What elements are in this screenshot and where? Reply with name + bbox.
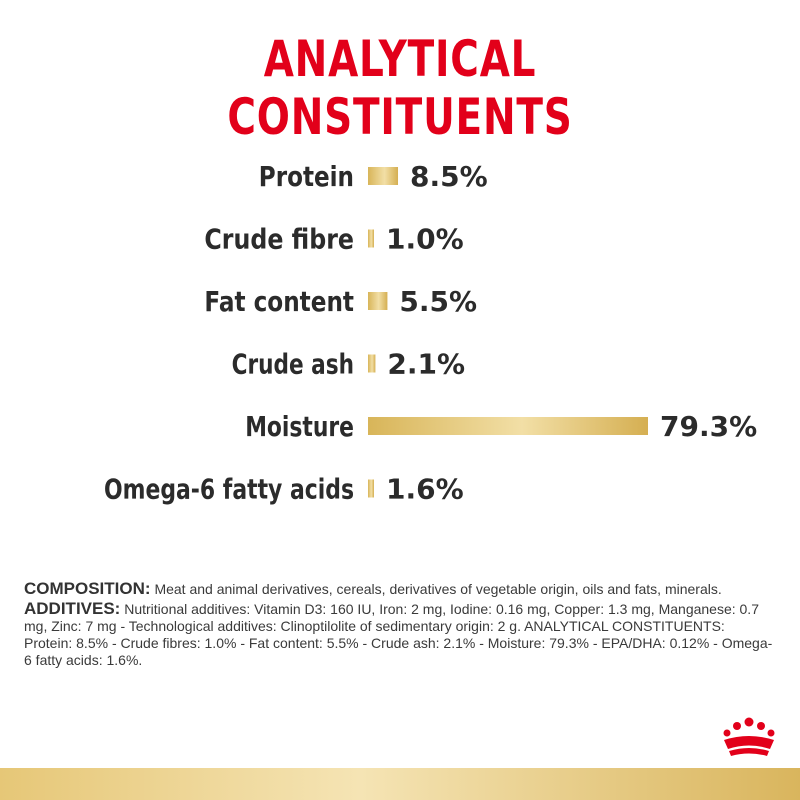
royal-crown-logo-icon [723,717,775,756]
category-label: Omega-6 fatty acids [104,473,354,506]
category-label: Moisture [245,410,354,443]
category-label: Crude ash [232,348,354,381]
bar [368,354,376,373]
bar [368,479,374,498]
page-title: ANALYTICAL CONSTITUENTS [227,30,573,146]
bottom-gold-band [0,768,800,800]
value-label: 1.6% [386,473,464,506]
composition-text: Meat and animal derivatives, cereals, de… [150,581,722,597]
composition-paragraph: COMPOSITION: Meat and animal derivatives… [24,580,774,598]
additives-paragraph: ADDITIVES: Nutritional additives: Vitami… [24,600,774,669]
additives-text: Nutritional additives: Vitamin D3: 160 I… [24,601,773,668]
value-label: 1.0% [386,223,464,256]
value-label: 5.5% [399,285,477,318]
constituents-bar-chart: Protein 8.5% Crude fibre 1.0% Fat content 5.5… [104,160,757,506]
bar [368,167,399,185]
value-label: 79.3% [660,410,757,443]
bar [368,229,374,248]
value-label: 2.1% [387,348,465,381]
composition-label: COMPOSITION: [24,579,151,598]
composition-text-block: COMPOSITION: Meat and animal derivatives… [24,580,774,671]
bar [368,417,648,435]
additives-label: ADDITIVES: [24,599,121,618]
category-label: Protein [259,160,354,193]
category-label: Fat content [204,285,354,318]
category-label: Crude fibre [204,223,354,256]
bar [368,292,388,310]
value-label: 8.5% [410,160,488,193]
